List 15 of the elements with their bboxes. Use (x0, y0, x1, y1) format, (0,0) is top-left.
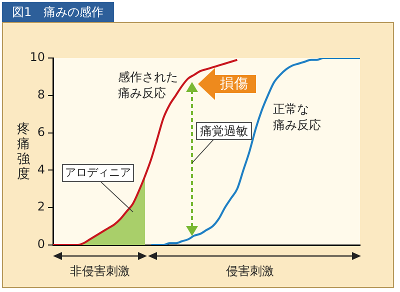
series-label: 正常な痛み反応 (273, 102, 321, 132)
series-label: 感作された痛み反応 (118, 70, 178, 100)
text: 侵害刺激 (226, 263, 274, 279)
y-tick-label: 0 (37, 237, 45, 252)
y-tick-label: 2 (37, 200, 45, 214)
annotation: アロディニア (62, 164, 134, 182)
y-tick-label: 8 (37, 88, 45, 102)
y-axis-title: 疼痛強度 (17, 122, 31, 182)
chart-title: 図1 痛みの感作 (2, 2, 114, 22)
annotation: 痛覚過敏 (196, 122, 252, 140)
y-tick-label: 4 (37, 162, 45, 176)
text: 非侵害刺激 (70, 263, 130, 279)
y-tick-label: 10 (30, 50, 45, 64)
annotation: 損傷 (220, 76, 248, 92)
y-tick-label: 6 (37, 124, 45, 139)
